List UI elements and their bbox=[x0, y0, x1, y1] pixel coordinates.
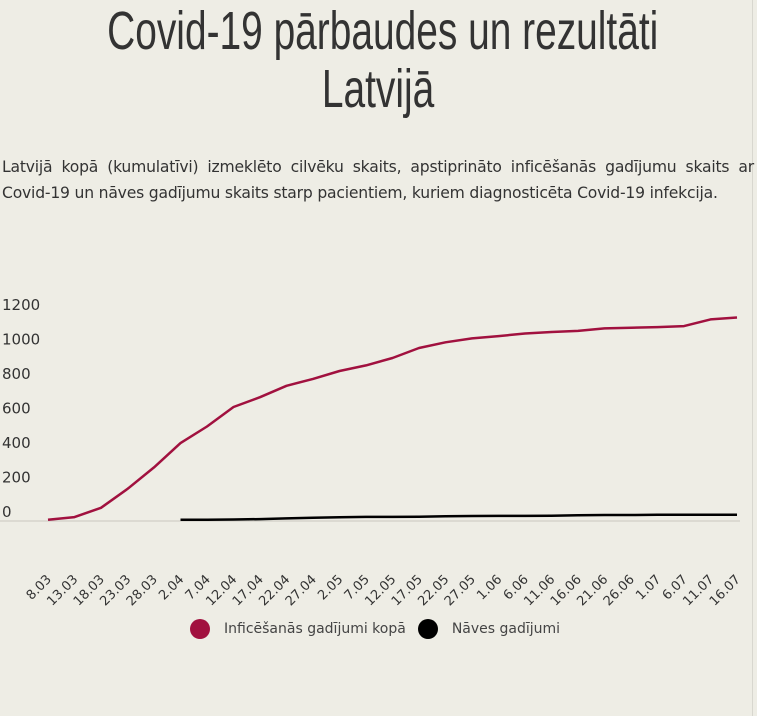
y-tick-label: 400 bbox=[2, 434, 31, 452]
y-tick-label: 600 bbox=[2, 400, 31, 418]
legend: Inficēšanās gadījumi kopā Nāves gadījumi bbox=[190, 619, 572, 639]
x-tick-label: 16.07 bbox=[707, 572, 744, 609]
title-line-1: Covid-19 pārbaudes un rezultāti bbox=[107, 1, 659, 61]
series-line-deaths bbox=[180, 513, 738, 522]
x-tick-label: 28.03 bbox=[124, 572, 161, 609]
y-tick-label: 800 bbox=[2, 365, 31, 383]
x-tick-label: 27.04 bbox=[283, 572, 320, 609]
chart-description: Latvijā kopā (kumulatīvi) izmeklēto cilv… bbox=[2, 158, 754, 202]
legend-label-deaths: Nāves gadījumi bbox=[451, 621, 561, 637]
y-tick-label: 200 bbox=[2, 469, 31, 487]
y-tick-label: 1200 bbox=[2, 296, 40, 314]
title-line-2: Latvijā bbox=[322, 59, 435, 119]
x-tick-label: 27.05 bbox=[442, 572, 479, 609]
legend-label-cases: Inficēšanās gadījumi kopā bbox=[224, 621, 406, 637]
x-tick-label: 2.04 bbox=[156, 572, 187, 603]
legend-marker-deaths bbox=[417, 619, 438, 639]
legend-item-deaths[interactable]: Nāves gadījumi bbox=[417, 619, 561, 639]
series-line-cases bbox=[47, 316, 738, 522]
legend-marker-cases bbox=[190, 619, 210, 639]
x-tick-label: 1.06 bbox=[474, 572, 505, 603]
x-tick-label: 26.06 bbox=[601, 572, 638, 609]
frame-border bbox=[752, 0, 753, 716]
x-tick-label: 1.07 bbox=[633, 572, 664, 603]
y-tick-label: 1000 bbox=[2, 331, 40, 349]
x-tick-label: 2.05 bbox=[315, 572, 346, 603]
legend-item-cases[interactable]: Inficēšanās gadījumi kopā bbox=[190, 619, 406, 639]
y-tick-label: 0 bbox=[2, 503, 12, 521]
page-title: Covid-19 pārbaudes un rezultāti Latvijā bbox=[0, 2, 757, 118]
